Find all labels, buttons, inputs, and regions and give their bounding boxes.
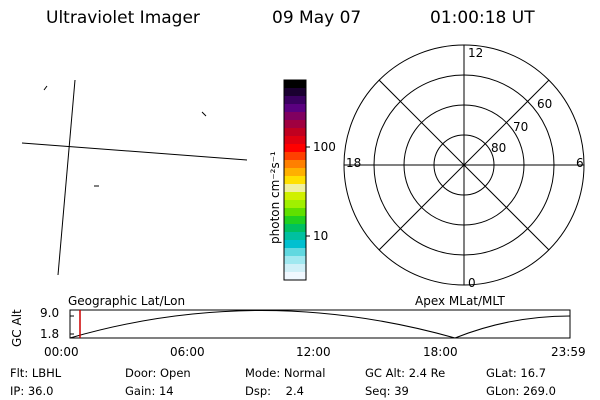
timeline-right-title: Apex MLat/MLT: [415, 294, 505, 308]
colorbar-cell: [284, 184, 306, 193]
colorbar-cell: [284, 120, 306, 129]
mlt-label-0: 0: [468, 276, 476, 290]
info-gc-alt: GC Alt: 2.4 Re: [365, 366, 446, 380]
coast-fragment: [43, 85, 48, 91]
timeline-x-tick: 18:00: [423, 345, 458, 359]
info-mode: Mode: Normal: [245, 366, 326, 380]
colorbar-cell: [284, 240, 306, 249]
colorbar-cell: [284, 80, 306, 89]
colorbar-cell: [284, 136, 306, 145]
colorbar-cell: [284, 248, 306, 257]
timeline-x-tick: 00:00: [44, 345, 79, 359]
colorbar-cell: [284, 160, 306, 169]
mlt-label-18: 18: [346, 156, 362, 170]
meridian-line: [57, 79, 76, 276]
coast-fragment: [201, 111, 207, 117]
instrument-title: Ultraviolet Imager: [46, 8, 200, 28]
lat-label-60: 60: [537, 97, 553, 111]
geographic-image-panel: [21, 79, 248, 276]
timeline-x-tick: 23:59: [551, 345, 586, 359]
lat-label-80: 80: [491, 141, 507, 155]
timeline-y-tick-top: 9.0: [40, 306, 60, 320]
colorbar-cell: [284, 144, 306, 153]
colorbar-cell: [284, 192, 306, 201]
colorbar-cell: [284, 168, 306, 177]
info-seq: Seq: 39: [365, 384, 409, 398]
colorbar-cell: [284, 200, 306, 209]
colorbar-cell: [284, 264, 306, 273]
timeline-plot: [69, 309, 571, 339]
parallel-line: [21, 142, 248, 161]
timeline-x-tick: 12:00: [296, 345, 331, 359]
info-glat: GLat: 16.7: [486, 366, 547, 380]
lat-label-70: 70: [513, 120, 529, 134]
colorbar: [283, 79, 310, 281]
info-glon: GLon: 269.0: [486, 384, 556, 398]
colorbar-cell: [284, 128, 306, 137]
timeline-y-tick-bottom: 1.8: [40, 327, 60, 341]
colorbar-cell: [284, 152, 306, 161]
mlt-label-6: 6: [576, 156, 584, 170]
colorbar-unit-label: photon cm⁻²s⁻¹: [268, 151, 282, 244]
time-label: 01:00:18 UT: [430, 8, 535, 28]
colorbar-cell: [284, 272, 306, 281]
timeline-left-title: Geographic Lat/Lon: [68, 294, 186, 308]
colorbar-tick-10: 10: [313, 229, 329, 243]
timeline-y-label: GC Alt: [10, 309, 24, 347]
colorbar-cell: [284, 232, 306, 241]
colorbar-cell: [284, 112, 306, 121]
mlt-label-12: 12: [468, 46, 484, 60]
info-flt: Flt: LBHL: [10, 366, 62, 380]
date-label: 09 May 07: [272, 8, 362, 28]
colorbar-cell: [284, 96, 306, 105]
info-ip: IP: 36.0: [10, 384, 54, 398]
colorbar-cell: [284, 256, 306, 265]
colorbar-cell: [284, 224, 306, 233]
colorbar-cell: [284, 176, 306, 185]
colorbar-cell: [284, 104, 306, 113]
info-dsp: Dsp: 2.4: [245, 384, 304, 398]
timeline-x-tick: 06:00: [170, 345, 205, 359]
info-door: Door: Open: [125, 366, 191, 380]
colorbar-cell: [284, 216, 306, 225]
colorbar-cell: [284, 88, 306, 97]
colorbar-cell: [284, 208, 306, 217]
polar-plot: [343, 44, 585, 286]
orbit-altitude-curve: [69, 310, 571, 339]
info-gain: Gain: 14: [125, 384, 174, 398]
colorbar-tick-100: 100: [313, 140, 336, 154]
